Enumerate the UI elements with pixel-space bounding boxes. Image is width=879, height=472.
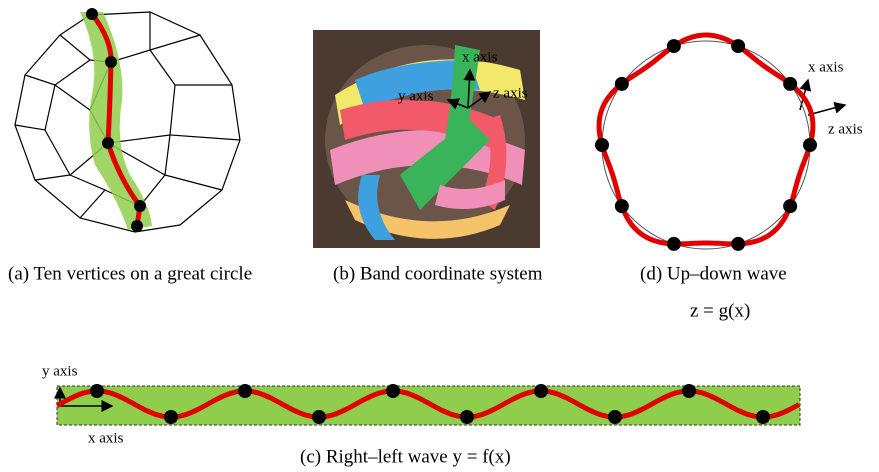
vertex xyxy=(803,138,817,152)
reference-circle xyxy=(601,40,811,250)
vertex xyxy=(595,138,609,152)
right-left-wave xyxy=(54,384,801,426)
vertex xyxy=(682,384,696,398)
caption: (c) Right–left wave y = f(x) xyxy=(300,446,511,467)
wave-curve xyxy=(55,388,801,420)
axis-label: y axis xyxy=(398,88,434,104)
vertex xyxy=(608,410,622,424)
polyhedron xyxy=(14,8,241,233)
axis-label: x axis xyxy=(88,430,124,446)
caption: (b) Band coordinate system xyxy=(333,263,543,284)
vertex xyxy=(164,410,178,424)
vertex xyxy=(783,199,798,214)
caption: (d) Up–down wave xyxy=(640,263,787,284)
vertex xyxy=(460,410,474,424)
vertex xyxy=(386,384,400,398)
band-ball-photo xyxy=(313,30,540,248)
up-down-wave xyxy=(595,32,847,251)
axis-label: y axis xyxy=(42,363,78,379)
axis-label: x axis xyxy=(462,49,498,65)
vertex xyxy=(666,39,681,54)
vertex xyxy=(731,39,746,54)
axis-label: z axis xyxy=(493,85,528,101)
vertex xyxy=(312,410,326,424)
vertex xyxy=(731,236,746,251)
vertex xyxy=(534,384,548,398)
vertex xyxy=(614,76,629,91)
vertex xyxy=(756,410,770,424)
caption: (a) Ten vertices on a great circle xyxy=(8,263,252,284)
vertex xyxy=(666,236,681,251)
axis-label: z axis xyxy=(828,121,863,137)
vertex xyxy=(238,384,252,398)
formula: z = g(x) xyxy=(690,300,750,321)
vertex xyxy=(783,76,798,91)
wave-curve xyxy=(596,32,816,247)
vertex xyxy=(614,199,629,214)
vertex xyxy=(90,384,104,398)
axis-label: x axis xyxy=(808,59,844,75)
